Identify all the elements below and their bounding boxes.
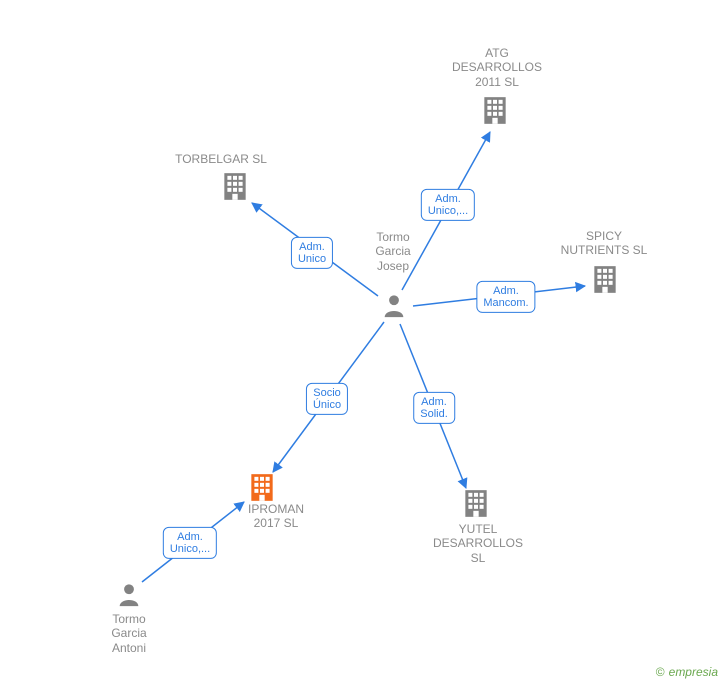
building-icon xyxy=(460,488,492,525)
edge-label: Adm. Solid. xyxy=(413,392,455,424)
copyright-symbol: © xyxy=(656,665,665,679)
node-label: ATG DESARROLLOS 2011 SL xyxy=(452,46,542,89)
edge-label: Adm. Unico,... xyxy=(421,189,475,221)
diagram-canvas xyxy=(0,0,728,685)
node-label: SPICY NUTRIENTS SL xyxy=(561,229,648,258)
building-icon xyxy=(219,171,251,208)
node-label: Tormo Garcia Antoni xyxy=(111,612,146,655)
copyright-text: empresia xyxy=(669,665,718,679)
edge-label: Adm. Unico xyxy=(291,237,333,269)
copyright: © empresia xyxy=(656,665,718,679)
person-icon xyxy=(380,292,408,325)
node-label: Tormo Garcia Josep xyxy=(375,230,410,273)
edge-label: Adm. Unico,... xyxy=(163,527,217,559)
node-label: TORBELGAR SL xyxy=(175,152,267,166)
edge-label: Adm. Mancom. xyxy=(476,281,535,313)
node-label: IPROMAN 2017 SL xyxy=(248,502,304,531)
building-icon xyxy=(589,264,621,301)
building-icon xyxy=(479,95,511,132)
edge-label: Socio Único xyxy=(306,383,348,415)
person-icon xyxy=(115,581,143,614)
node-label: YUTEL DESARROLLOS SL xyxy=(433,522,523,565)
